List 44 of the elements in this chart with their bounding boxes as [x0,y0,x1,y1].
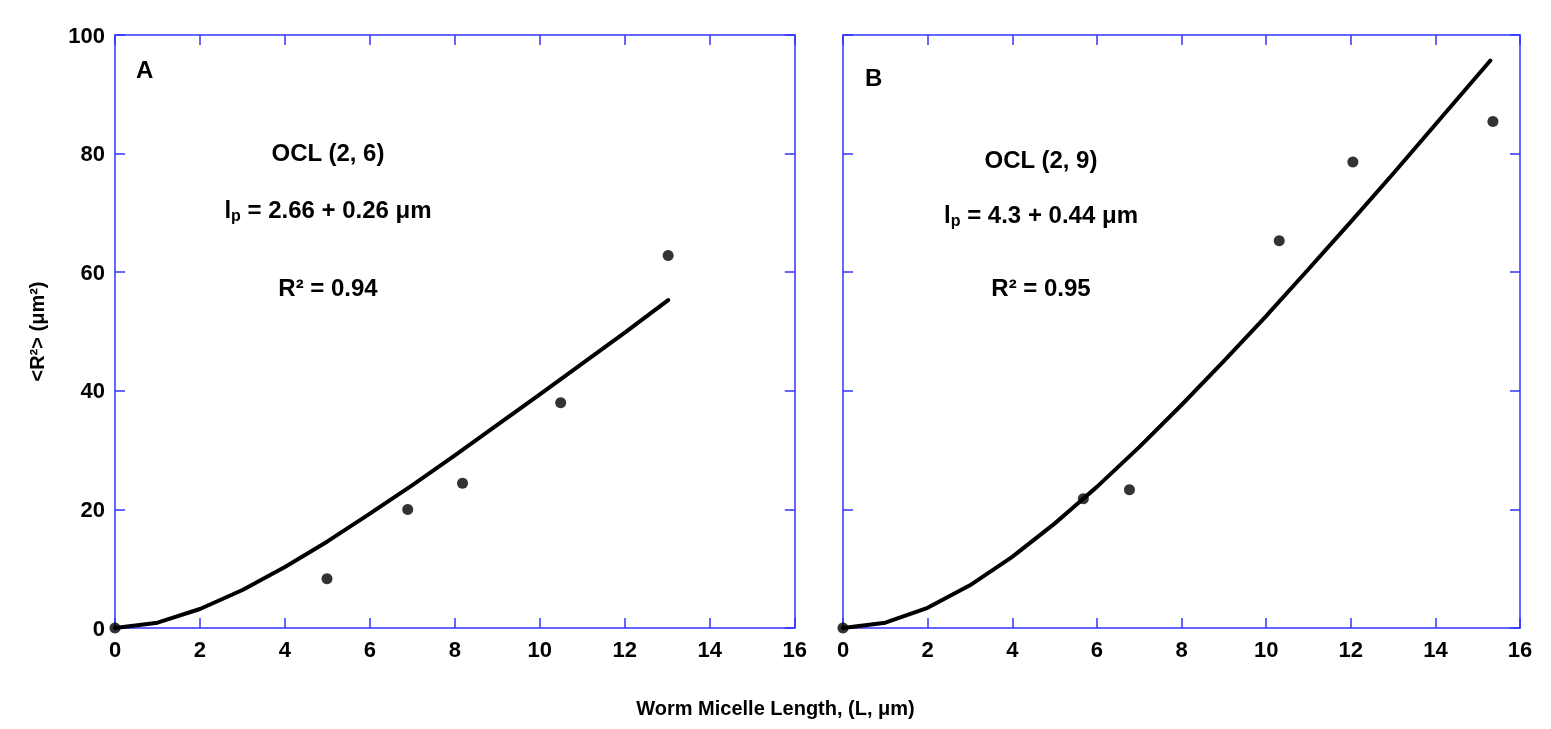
x-tick-label: 6 [1090,636,1103,662]
annotation: B [865,63,883,91]
x-tick-label: 2 [921,636,934,662]
x-tick-label: 12 [1338,636,1363,662]
x-tick-label: 4 [278,636,292,662]
y-tick-label: 0 [92,615,105,641]
x-tick-label: 4 [1006,636,1020,662]
y-tick-label: 20 [80,496,105,522]
annotation: OCL (2, 6) [271,138,385,166]
point [109,622,121,634]
x-tick-label: 14 [1423,636,1449,662]
point [837,622,849,634]
x-tick-label: 10 [527,636,553,662]
point [321,573,333,585]
x-tick-label: 6 [363,636,377,662]
annotation: A [136,55,154,83]
annotation: R² = 0.94 [278,273,379,301]
point [1123,484,1135,496]
point [1487,116,1499,128]
point [555,397,567,409]
point [1347,156,1359,168]
point [402,503,414,515]
annotation: OCL (2, 9) [984,145,1098,173]
y-tick-label: 60 [80,259,105,285]
y-tick-label: 80 [80,141,105,167]
y-axis-title: <R²> (μm²) [26,281,48,382]
x-tick-label: 2 [193,636,207,662]
point [1077,493,1089,505]
x-tick-label: 12 [612,636,638,662]
point [662,250,674,262]
y-tick-label: 100 [68,22,105,48]
point [457,477,469,489]
x-tick-label: 10 [1253,636,1279,662]
x-tick-label: 14 [697,636,723,662]
x-tick-label: 16 [1507,636,1533,662]
x-tick-label: 8 [1175,636,1188,662]
x-tick-label: 8 [448,636,462,662]
point [1273,235,1285,247]
x-tick-label: 0 [836,636,850,662]
x-tick-label: 0 [108,636,122,662]
x-tick-label: 16 [782,636,808,662]
x-axis-title: Worm Micelle Length, (L, μm) [635,697,916,720]
annotation: R² = 0.95 [991,273,1091,301]
y-tick-label: 40 [80,378,105,404]
